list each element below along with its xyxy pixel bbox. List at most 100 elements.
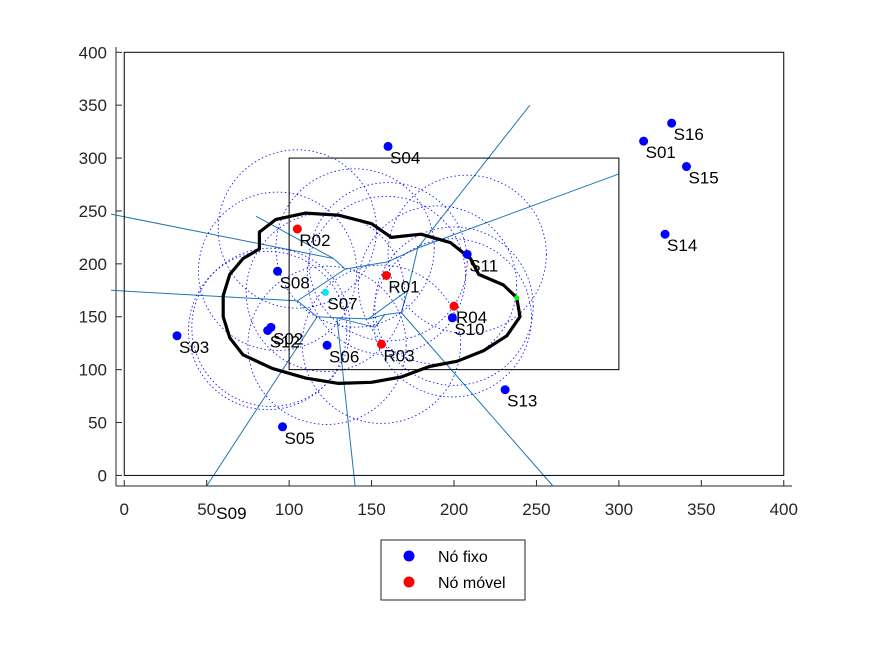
node-marker-s13 (500, 385, 510, 395)
voronoi-ray (417, 173, 620, 249)
x-tick-label: 250 (522, 500, 550, 519)
node-marker-s14 (660, 229, 670, 239)
y-tick-label: 250 (79, 202, 107, 221)
node-marker-s05 (278, 422, 288, 432)
y-tick-label: 100 (79, 361, 107, 380)
x-tick-label: 150 (357, 500, 385, 519)
x-tick-label: 0 (120, 500, 129, 519)
node-marker-s01 (639, 136, 649, 146)
node-marker-r04 (449, 301, 459, 311)
y-tick-label: 50 (88, 414, 107, 433)
node-marker-r01 (381, 270, 391, 280)
node-marker-s08 (273, 266, 283, 276)
coverage-circle (191, 247, 351, 407)
voronoi-ray (400, 312, 554, 487)
voronoi-edge (400, 290, 409, 313)
extra-point-marker (321, 288, 329, 296)
node-label-s04: S04 (390, 148, 420, 167)
coverage-circle (387, 174, 547, 334)
node-label-s14: S14 (667, 236, 697, 255)
voronoi-edge (384, 312, 402, 316)
y-tick-label: 150 (79, 308, 107, 327)
node-label-s08: S08 (280, 273, 310, 292)
region-rectangle (288, 157, 620, 371)
voronoi-edge (333, 258, 346, 270)
y-tick-label: 400 (79, 43, 107, 62)
node-marker-s11 (462, 249, 472, 259)
coverage-circle (372, 238, 532, 398)
node-label-s13: S13 (507, 392, 537, 411)
voronoi-edge (374, 314, 386, 328)
voronoi-diagram (110, 104, 620, 487)
node-label-s07: S07 (327, 294, 357, 313)
node-label-s15: S15 (688, 169, 718, 188)
voronoi-ray (111, 289, 298, 302)
legend-box (380, 539, 526, 601)
coverage-circle (198, 191, 358, 351)
voronoi-edge (345, 261, 389, 270)
region-rectangles (123, 51, 785, 476)
node-label-s10: S10 (454, 320, 484, 339)
voronoi-ray (206, 316, 318, 487)
voronoi-ray (336, 317, 356, 487)
legend-marker-mobile (403, 576, 415, 588)
node-marker-s03 (172, 331, 182, 341)
y-tick-label: 350 (79, 96, 107, 115)
voronoi-edge (297, 300, 318, 318)
voronoi-edge (317, 316, 337, 319)
voronoi-edge (297, 268, 346, 302)
node-marker-s10 (447, 313, 457, 323)
data-points (172, 118, 691, 432)
y-tick-label: 300 (79, 149, 107, 168)
node-marker-s16 (667, 118, 677, 128)
x-tick-label: 50 (197, 500, 216, 519)
node-marker-s12 (263, 325, 273, 335)
x-tick-label: 200 (440, 500, 468, 519)
voronoi-edge (407, 247, 419, 291)
y-tick-label: 200 (79, 255, 107, 274)
axis-ticks: 0 50 100 150 200 250 300 350 400 0 50 100 150 200 250 3… (79, 43, 798, 519)
node-label-r02: R02 (299, 231, 330, 250)
point-labels: S01 S02 S03 S04 S05 S06 S08 S10 S11 S12 S13 S14 S15 S… (179, 125, 719, 523)
node-label-s11: S11 (469, 256, 498, 275)
x-tick-label: 400 (770, 500, 798, 519)
coverage-circle (301, 264, 461, 424)
node-label-r04: R04 (456, 308, 487, 327)
extra-point-marker (514, 295, 520, 301)
voronoi-edge (368, 314, 385, 320)
coverage-circle (306, 195, 466, 356)
coverage-boundary (221, 211, 522, 385)
node-label-r03: R03 (383, 346, 414, 365)
node-label-s02: S02 (273, 329, 303, 348)
node-marker-s06 (322, 340, 332, 350)
node-label-s03: S03 (179, 338, 209, 357)
voronoi-edge (336, 317, 369, 320)
coverage-circle (374, 226, 534, 386)
node-label-r01: R01 (388, 277, 419, 296)
coverage-circle (188, 250, 348, 411)
node-marker-r03 (376, 339, 386, 349)
legend: Nó fixo Nó móvel (380, 539, 526, 601)
x-tick-label: 350 (687, 500, 715, 519)
voronoi-ray (110, 213, 334, 260)
node-marker-r02 (292, 224, 302, 234)
plot-frame (115, 47, 792, 487)
node-marker-s15 (681, 162, 691, 172)
voronoi-ray (417, 104, 531, 249)
node-label-s16: S16 (674, 125, 704, 144)
node-label-s05: S05 (285, 429, 315, 448)
legend-label-fixed: Nó fixo (438, 549, 488, 566)
region-rectangle (123, 51, 785, 476)
node-label-s12: S12 (270, 332, 300, 351)
x-tick-label: 300 (605, 500, 633, 519)
node-label-s06: S06 (329, 347, 359, 366)
coverage-boundary-path (221, 211, 522, 385)
node-marker-s04 (383, 141, 393, 151)
y-tick-label: 0 (98, 466, 107, 485)
voronoi-edge (387, 247, 418, 263)
coverage-circle (247, 265, 407, 425)
legend-marker-fixed (403, 550, 415, 562)
x-tick-label: 100 (275, 500, 303, 519)
node-label-s01: S01 (646, 143, 676, 162)
